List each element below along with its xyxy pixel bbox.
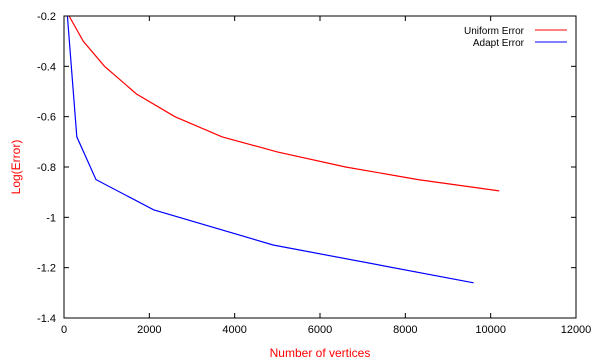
plot-frame [63, 15, 577, 319]
x-tick-label: 8000 [393, 324, 417, 336]
x-tick-label: 0 [61, 324, 67, 336]
x-tick-label: 2000 [137, 324, 161, 336]
y-tick-label: -0.6 [37, 112, 56, 124]
x-tick-label: 12000 [561, 324, 592, 336]
series-line-uniform-error [68, 15, 500, 192]
x-tick-label: 4000 [222, 324, 246, 336]
legend-label-adapt-error: Adapt Error [473, 38, 525, 49]
y-tick-label: -1.4 [37, 313, 56, 325]
x-tick-label: 6000 [308, 324, 332, 336]
y-tick-label: -1.2 [37, 263, 56, 275]
x-tick-label: 10000 [475, 324, 506, 336]
y-tick-label: -0.8 [37, 162, 56, 174]
legend-label-uniform-error: Uniform Error [464, 26, 525, 37]
y-tick-label: -0.4 [37, 61, 56, 73]
y-tick-label: -1 [46, 212, 56, 224]
series-layer [66, 15, 500, 284]
y-axis-title: Log(Error) [9, 140, 23, 195]
ticks-layer: 0 2000 4000 6000 8000 10000 12000 -0.2 -0.4 -0.6 -… [37, 11, 591, 336]
y-tick-label: -0.2 [37, 11, 56, 23]
x-axis-title: Number of vertices [270, 346, 371, 360]
legend: Uniform Error Adapt Error [464, 26, 567, 49]
series-line-adapt-error [66, 15, 474, 284]
